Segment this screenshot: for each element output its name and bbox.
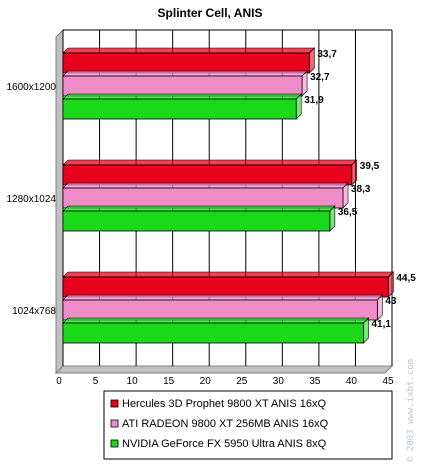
bar <box>62 164 353 186</box>
data-label: 31,9 <box>304 95 324 106</box>
x-tick-label: 30 <box>273 376 285 387</box>
data-label: 33,7 <box>317 49 337 60</box>
data-label: 36,5 <box>338 207 358 218</box>
category-label: 1600x1200 <box>7 82 57 93</box>
bar <box>62 276 389 298</box>
x-tick-label: 25 <box>236 376 248 387</box>
plot-area: 0 5 10 15 20 25 30 35 40 45 33,7 32,7 31,9 1600x1200 3… <box>7 28 416 387</box>
category-label: 1280x1024 <box>7 194 57 205</box>
data-label: 39,5 <box>360 161 380 172</box>
bar <box>62 299 378 321</box>
x-tick-label: 0 <box>56 376 62 387</box>
x-tick-label: 20 <box>200 376 212 387</box>
x-tick-label: 5 <box>93 376 99 387</box>
bar <box>62 75 303 97</box>
bar-top <box>62 70 308 77</box>
legend-label: Hercules 3D Prophet 9800 XT ANIS 16xQ <box>122 398 326 410</box>
bar-top <box>62 93 302 100</box>
bar <box>62 322 364 344</box>
legend-box <box>103 390 393 460</box>
bar-top <box>62 47 316 54</box>
plot-floor <box>54 365 394 374</box>
x-tick-label: 45 <box>382 376 394 387</box>
bar-top <box>62 294 384 301</box>
bar <box>62 210 331 232</box>
legend-swatch <box>110 399 119 408</box>
x-tick-label: 35 <box>309 376 321 387</box>
bar-top <box>62 182 349 189</box>
plot-wall <box>55 28 64 375</box>
bar <box>62 98 297 120</box>
bar-top <box>62 271 395 278</box>
x-tick-label: 10 <box>127 376 139 387</box>
data-label: 44,5 <box>396 273 416 284</box>
data-label: 38,3 <box>351 184 371 195</box>
data-label: 43 <box>385 296 397 307</box>
x-tick-label: 40 <box>346 376 358 387</box>
watermark-text: © 2003 www.ixbt.com <box>406 359 416 462</box>
bar <box>62 187 344 209</box>
data-label: 41,1 <box>371 319 391 330</box>
bar-top <box>62 159 358 166</box>
bar-top <box>62 205 336 212</box>
legend-swatch <box>110 419 119 428</box>
legend-swatch <box>110 439 119 448</box>
legend-label: NVIDIA GeForce FX 5950 Ultra ANIS 8xQ <box>122 438 327 450</box>
legend: Hercules 3D Prophet 9800 XT ANIS 16xQ ATI… <box>103 390 393 460</box>
x-tick-label: 15 <box>163 376 175 387</box>
legend-label: ATI RADEON 9800 XT 256MB ANIS 16xQ <box>122 418 329 430</box>
data-label: 32,7 <box>310 72 330 83</box>
chart-title: Splinter Cell, ANIS <box>158 6 263 20</box>
category-label: 1024x768 <box>12 306 56 317</box>
bar-top <box>62 317 370 324</box>
bar <box>62 52 310 74</box>
